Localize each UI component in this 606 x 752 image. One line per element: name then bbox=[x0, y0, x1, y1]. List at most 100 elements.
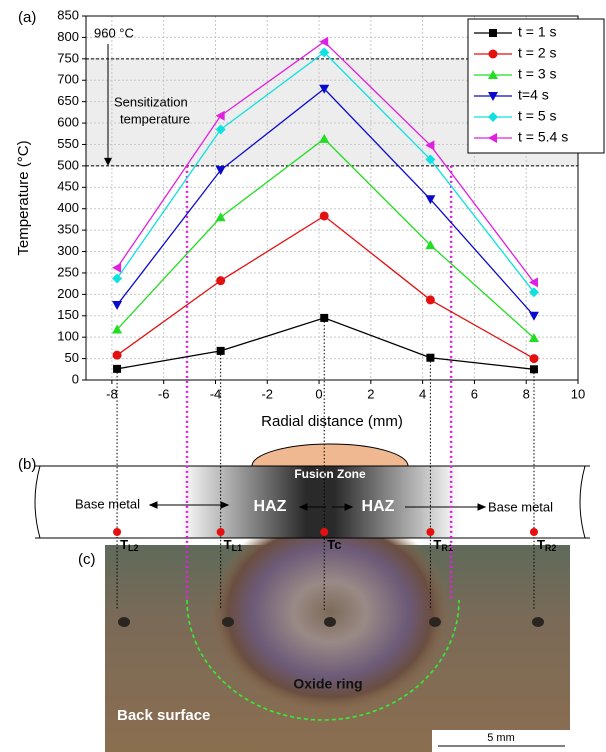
fusion-zone bbox=[251, 443, 409, 467]
y-axis-label: Temperature (°C) bbox=[15, 140, 32, 255]
y-tick-label: 650 bbox=[57, 93, 79, 108]
marker bbox=[320, 313, 329, 322]
haz-zone bbox=[180, 466, 460, 538]
marker bbox=[216, 276, 226, 286]
point-label: TR1 bbox=[433, 537, 452, 553]
y-tick-label: 800 bbox=[57, 29, 79, 44]
y-tick-label: 850 bbox=[57, 7, 79, 22]
point-label-main: T bbox=[433, 537, 441, 552]
marker bbox=[216, 346, 225, 355]
point-label-main: Tc bbox=[327, 537, 341, 552]
annotation: Sensitization bbox=[114, 94, 188, 109]
series-line bbox=[116, 138, 535, 339]
marker bbox=[528, 287, 539, 298]
panel-label: (a) bbox=[18, 9, 36, 26]
annotation-arrow bbox=[104, 157, 112, 166]
marker bbox=[425, 140, 435, 151]
point-label-main: T bbox=[537, 537, 545, 552]
x-tick-label: 8 bbox=[523, 386, 530, 401]
base-label: Base metal bbox=[488, 499, 553, 514]
marker bbox=[215, 110, 225, 121]
marker bbox=[426, 353, 435, 362]
marker bbox=[112, 350, 122, 360]
marker bbox=[113, 364, 122, 373]
photo-panel: Oxide ring Back surface 5 mm bbox=[105, 512, 570, 752]
diagram: Fusion Zone Base metal Base metal HAZ HA… bbox=[34, 443, 590, 539]
y-tick-label: 350 bbox=[57, 222, 79, 237]
point-label-sub: L1 bbox=[232, 543, 243, 553]
marker bbox=[528, 333, 539, 343]
point-label-main: T bbox=[120, 537, 128, 552]
legend-marker bbox=[488, 49, 498, 59]
panel-label: (c) bbox=[78, 551, 96, 568]
marker bbox=[215, 212, 226, 222]
legend-box bbox=[467, 18, 605, 154]
legend-label: t = 1 s bbox=[518, 24, 557, 40]
holes bbox=[118, 617, 544, 627]
marker bbox=[529, 365, 538, 374]
scale-label: 5 mm bbox=[487, 732, 515, 744]
base-label: Base metal bbox=[75, 496, 140, 511]
point-label: TL1 bbox=[224, 537, 242, 553]
fusion-label: Fusion Zone bbox=[294, 467, 366, 481]
x-tick-label: -8 bbox=[106, 386, 118, 401]
legend-label: t = 5 s bbox=[518, 108, 557, 124]
point-label-sub: L2 bbox=[128, 543, 139, 553]
marker bbox=[319, 84, 330, 94]
measure-point bbox=[320, 528, 329, 536]
x-tick-label: 0 bbox=[315, 386, 322, 401]
y-tick-label: 700 bbox=[57, 72, 79, 87]
annotation: 960 °C bbox=[94, 25, 134, 40]
fusion-outline bbox=[186, 599, 460, 721]
y-tick-label: 450 bbox=[57, 179, 79, 194]
point-label: TL2 bbox=[120, 537, 138, 553]
marker bbox=[112, 262, 122, 273]
legend-marker bbox=[488, 70, 498, 79]
legend-label: t=4 s bbox=[518, 87, 549, 103]
legend-label: t = 5.4 s bbox=[518, 129, 568, 145]
x-tick-label: -6 bbox=[158, 386, 170, 401]
measure-point bbox=[113, 528, 122, 536]
point-label-sub: R2 bbox=[545, 543, 557, 553]
series-line bbox=[116, 317, 535, 370]
marker bbox=[528, 277, 538, 288]
surface-label: Back surface bbox=[117, 707, 210, 724]
y-tick-label: 550 bbox=[57, 136, 79, 151]
marker bbox=[112, 324, 123, 334]
x-tick-label: 4 bbox=[419, 386, 426, 401]
marker bbox=[319, 211, 329, 221]
x-tick-label: -2 bbox=[261, 386, 273, 401]
y-tick-label: 50 bbox=[65, 350, 79, 365]
marker bbox=[112, 273, 123, 284]
plot-frame bbox=[85, 15, 579, 381]
haz-label: HAZ bbox=[254, 498, 287, 515]
point-label: Tc bbox=[327, 537, 341, 552]
legend-marker bbox=[488, 112, 498, 122]
marker bbox=[319, 133, 330, 143]
marker bbox=[215, 124, 226, 135]
y-tick-label: 0 bbox=[72, 371, 79, 386]
marker bbox=[215, 166, 226, 176]
marker bbox=[319, 36, 329, 47]
y-tick-label: 300 bbox=[57, 243, 79, 258]
measure-point bbox=[529, 528, 538, 536]
y-tick-label: 500 bbox=[57, 157, 79, 172]
y-tick-label: 200 bbox=[57, 286, 79, 301]
legend-marker bbox=[488, 92, 498, 101]
panel-label: (b) bbox=[18, 456, 36, 473]
ring-label: Oxide ring bbox=[293, 676, 362, 692]
y-tick-label: 750 bbox=[57, 50, 79, 65]
y-tick-label: 600 bbox=[57, 114, 79, 129]
y-tick-label: 150 bbox=[57, 307, 79, 322]
haz-label: HAZ bbox=[362, 498, 395, 515]
marker bbox=[425, 195, 436, 205]
marker bbox=[319, 47, 330, 58]
marker bbox=[528, 311, 539, 321]
annotation: temperature bbox=[120, 111, 190, 126]
plate-break bbox=[34, 465, 586, 539]
y-tick-label: 100 bbox=[57, 329, 79, 344]
marker bbox=[425, 240, 436, 250]
marker bbox=[112, 301, 123, 311]
marker bbox=[425, 295, 435, 305]
